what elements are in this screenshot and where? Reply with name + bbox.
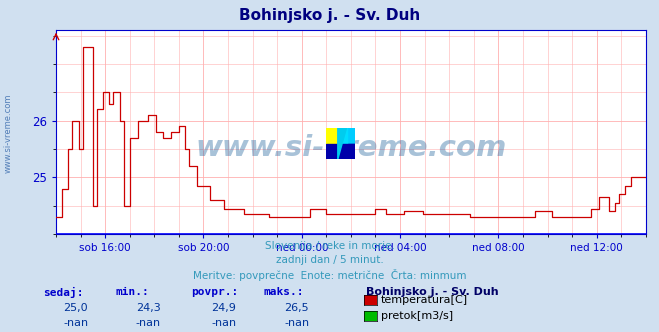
Text: 26,5: 26,5	[284, 303, 309, 313]
Bar	[326, 143, 338, 159]
Text: 24,3: 24,3	[136, 303, 161, 313]
Text: Bohinjsko j. - Sv. Duh: Bohinjsko j. - Sv. Duh	[239, 8, 420, 23]
Bar	[341, 128, 355, 143]
Polygon shape	[335, 128, 347, 159]
Text: Meritve: povprečne  Enote: metrične  Črta: minmum: Meritve: povprečne Enote: metrične Črta:…	[192, 269, 467, 281]
Bar	[338, 128, 347, 143]
Text: pretok[m3/s]: pretok[m3/s]	[381, 311, 453, 321]
Bar	[326, 128, 341, 143]
Text: temperatura[C]: temperatura[C]	[381, 295, 468, 305]
Text: maks.:: maks.:	[264, 287, 304, 297]
Text: -nan: -nan	[63, 318, 88, 328]
Text: www.si-vreme.com: www.si-vreme.com	[3, 93, 13, 173]
Text: sedaj:: sedaj:	[43, 287, 83, 298]
Bar	[326, 128, 338, 143]
Bar	[338, 143, 355, 159]
Bar	[326, 143, 355, 159]
Polygon shape	[338, 128, 347, 159]
Text: Bohinjsko j. - Sv. Duh: Bohinjsko j. - Sv. Duh	[366, 287, 498, 297]
Text: Slovenija / reke in morje.: Slovenija / reke in morje.	[264, 241, 395, 251]
Text: min.:: min.:	[115, 287, 149, 297]
Text: zadnji dan / 5 minut.: zadnji dan / 5 minut.	[275, 255, 384, 265]
Text: -nan: -nan	[284, 318, 309, 328]
Text: 24,9: 24,9	[212, 303, 237, 313]
Text: www.si-vreme.com: www.si-vreme.com	[195, 134, 507, 162]
Text: povpr.:: povpr.:	[191, 287, 239, 297]
Text: -nan: -nan	[136, 318, 161, 328]
Text: -nan: -nan	[212, 318, 237, 328]
Text: 25,0: 25,0	[63, 303, 88, 313]
